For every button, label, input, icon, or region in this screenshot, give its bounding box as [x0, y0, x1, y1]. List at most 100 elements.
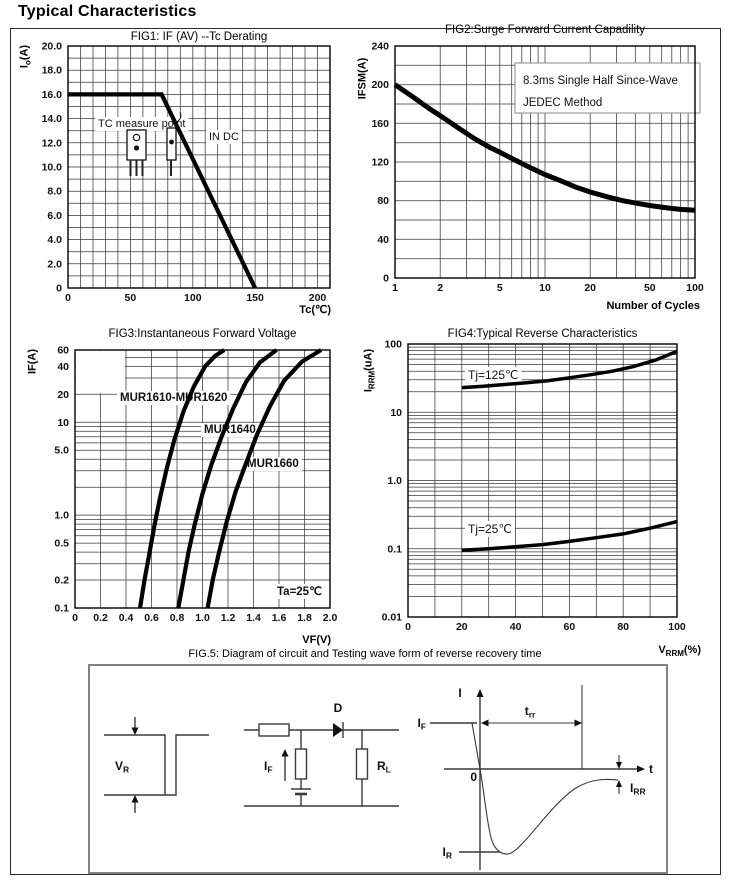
svg-text:100: 100 — [686, 282, 704, 294]
svg-text:0.5: 0.5 — [54, 538, 69, 550]
svg-text:20: 20 — [57, 389, 69, 401]
origin-label: 0 — [470, 770, 477, 784]
fig4-tick-labels: 0 20 40 60 80 100 100 10 1.0 0.1 0.01 — [382, 339, 686, 634]
svg-text:10: 10 — [57, 417, 69, 429]
trr-label: trr​ — [525, 704, 536, 720]
fig4-curve-Tj=25C — [461, 519, 678, 553]
fig3-x-axis-label: VF(V) — [302, 634, 331, 646]
fig3-forward-voltage-chart: MUR1610-MUR1620 MUR1640 MUR1660 Ta=25℃ 0 0.2 0… — [14, 326, 354, 660]
fig2-tick-labels: 1 2 5 10 20 50 100 240 200 160 120 80 40 0 — [371, 41, 703, 295]
svg-text:0.8: 0.8 — [170, 612, 185, 624]
i-axis-label: I — [458, 686, 461, 700]
svg-text:0: 0 — [383, 273, 389, 285]
fig3-y-axis-label: IF(A) — [26, 348, 39, 375]
svg-text:1.0: 1.0 — [54, 510, 69, 522]
test-circuit: D IF​ RL​ — [244, 701, 399, 807]
series-resistor — [258, 723, 290, 737]
svg-text:16.0: 16.0 — [42, 89, 63, 101]
up-arrow-icon — [131, 795, 139, 803]
fig4-annotation-0: Tj=125℃ — [468, 368, 519, 382]
fig3-curve-MUR1660 — [205, 348, 323, 609]
svg-text:60: 60 — [57, 345, 69, 357]
svg-text:0: 0 — [405, 621, 411, 633]
svg-text:5.0: 5.0 — [54, 445, 69, 457]
svg-text:150: 150 — [246, 292, 264, 304]
recovery-current-curve — [471, 722, 619, 855]
svg-text:200: 200 — [371, 79, 389, 91]
fig5-caption: FIG.5: Diagram of circuit and Testing wa… — [188, 648, 542, 660]
rl-label: RL​ — [377, 759, 391, 775]
svg-text:0: 0 — [56, 283, 62, 295]
fig4-gridlines — [407, 343, 678, 618]
fig4-plot: Tj=125℃ Tj=25℃ 0 20 40 60 80 100 100 10 1.0 0.1 0.01 — [382, 339, 686, 634]
fig3-annotation-2: MUR1660 — [247, 458, 299, 470]
fig3-curve-MUR1610-MUR1620 — [137, 348, 226, 609]
svg-text:10: 10 — [390, 407, 402, 419]
svg-text:60: 60 — [564, 621, 576, 633]
svg-text:1.6: 1.6 — [272, 612, 287, 624]
svg-text:0.1: 0.1 — [54, 603, 69, 615]
fig2-plot-border — [394, 45, 696, 279]
fig1-plot: TC measure point IN DC 0 50 100 150 200 20.0 18.… — [42, 41, 331, 305]
fig4-reverse-characteristics-chart: Tj=125℃ Tj=25℃ 0 20 40 60 80 100 100 10 1.0 0.1 0.01… — [346, 326, 722, 660]
fig1-derating-chart: TC measure point IN DC 0 50 100 150 200 20.0 18.… — [14, 30, 354, 326]
t-axis-label: t — [649, 762, 653, 776]
fig2-plot: 8.3ms Single Half Since-Wave JEDEC Method… — [371, 41, 703, 295]
svg-text:40: 40 — [377, 234, 389, 246]
svg-text:2.0: 2.0 — [47, 258, 62, 270]
fig1-gridlines — [67, 45, 331, 289]
source-resistor — [294, 748, 308, 780]
svg-text:0.4: 0.4 — [119, 612, 134, 624]
fig5-drawing: VR​ D IF​ RL​ — [104, 685, 653, 870]
fig2-note-box — [514, 62, 701, 114]
fig3-title: FIG3:Instantaneous Forward Voltage — [108, 328, 297, 340]
fig2-surge-chart: 8.3ms Single Half Since-Wave JEDEC Method… — [346, 20, 722, 326]
svg-text:0.1: 0.1 — [387, 543, 402, 555]
svg-text:0: 0 — [65, 292, 71, 304]
fig2-y-axis-label: IFSM(A) — [356, 57, 369, 100]
svg-text:6.0: 6.0 — [47, 210, 62, 222]
svg-text:50: 50 — [125, 292, 137, 304]
irr-label: IRR​ — [630, 781, 646, 797]
svg-text:10.0: 10.0 — [42, 162, 63, 174]
svg-text:80: 80 — [617, 621, 629, 633]
fig4-curve-Tj=125C — [461, 349, 678, 390]
fig4-annotation-1: Tj=25℃ — [468, 522, 512, 536]
svg-text:5: 5 — [497, 282, 503, 294]
svg-text:1.0: 1.0 — [387, 475, 402, 487]
page-title: Typical Characteristics — [18, 3, 197, 20]
svg-text:18.0: 18.0 — [42, 65, 63, 77]
svg-text:160: 160 — [371, 118, 389, 130]
svg-text:20: 20 — [456, 621, 468, 633]
svg-text:12.0: 12.0 — [42, 137, 63, 149]
diode-label: D — [334, 701, 343, 715]
svg-text:2: 2 — [437, 282, 443, 294]
t-axis-arrow-icon — [637, 765, 645, 773]
fig1-tick-labels: 0 50 100 150 200 20.0 18.0 16.0 14.0 12.0 10.0 8.0 6… — [42, 41, 327, 305]
svg-text:8.0: 8.0 — [47, 186, 62, 198]
svg-text:100: 100 — [668, 621, 686, 633]
svg-text:1.4: 1.4 — [246, 612, 261, 624]
svg-text:200: 200 — [309, 292, 327, 304]
svg-text:50: 50 — [644, 282, 656, 294]
svg-text:14.0: 14.0 — [42, 113, 63, 125]
fig4-y-axis-label: IRRM(uA) — [362, 348, 377, 393]
fig2-note-line-1: JEDEC Method — [523, 97, 602, 109]
page-border — [10, 28, 721, 875]
svg-text:1.2: 1.2 — [221, 612, 236, 624]
svg-text:120: 120 — [371, 157, 389, 169]
svg-text:100: 100 — [184, 292, 202, 304]
fig1-x-axis-label: Tc(℃) — [299, 304, 331, 316]
if-level-label: IF​ — [417, 716, 426, 732]
svg-text:0.2: 0.2 — [93, 612, 108, 624]
fig4-x-axis-label: VRRM(%) — [658, 644, 701, 659]
fig1-y-axis-label: Io(A) — [18, 44, 33, 69]
svg-text:0.6: 0.6 — [144, 612, 159, 624]
if-arrow-icon — [281, 749, 289, 757]
fig4-plot-border — [407, 343, 678, 618]
svg-text:240: 240 — [371, 41, 389, 53]
svg-text:0: 0 — [72, 612, 78, 624]
vr-pulse-waveform: VR​ — [104, 717, 209, 813]
fig1-curve-IF(AV)-derating-limit — [68, 92, 257, 289]
